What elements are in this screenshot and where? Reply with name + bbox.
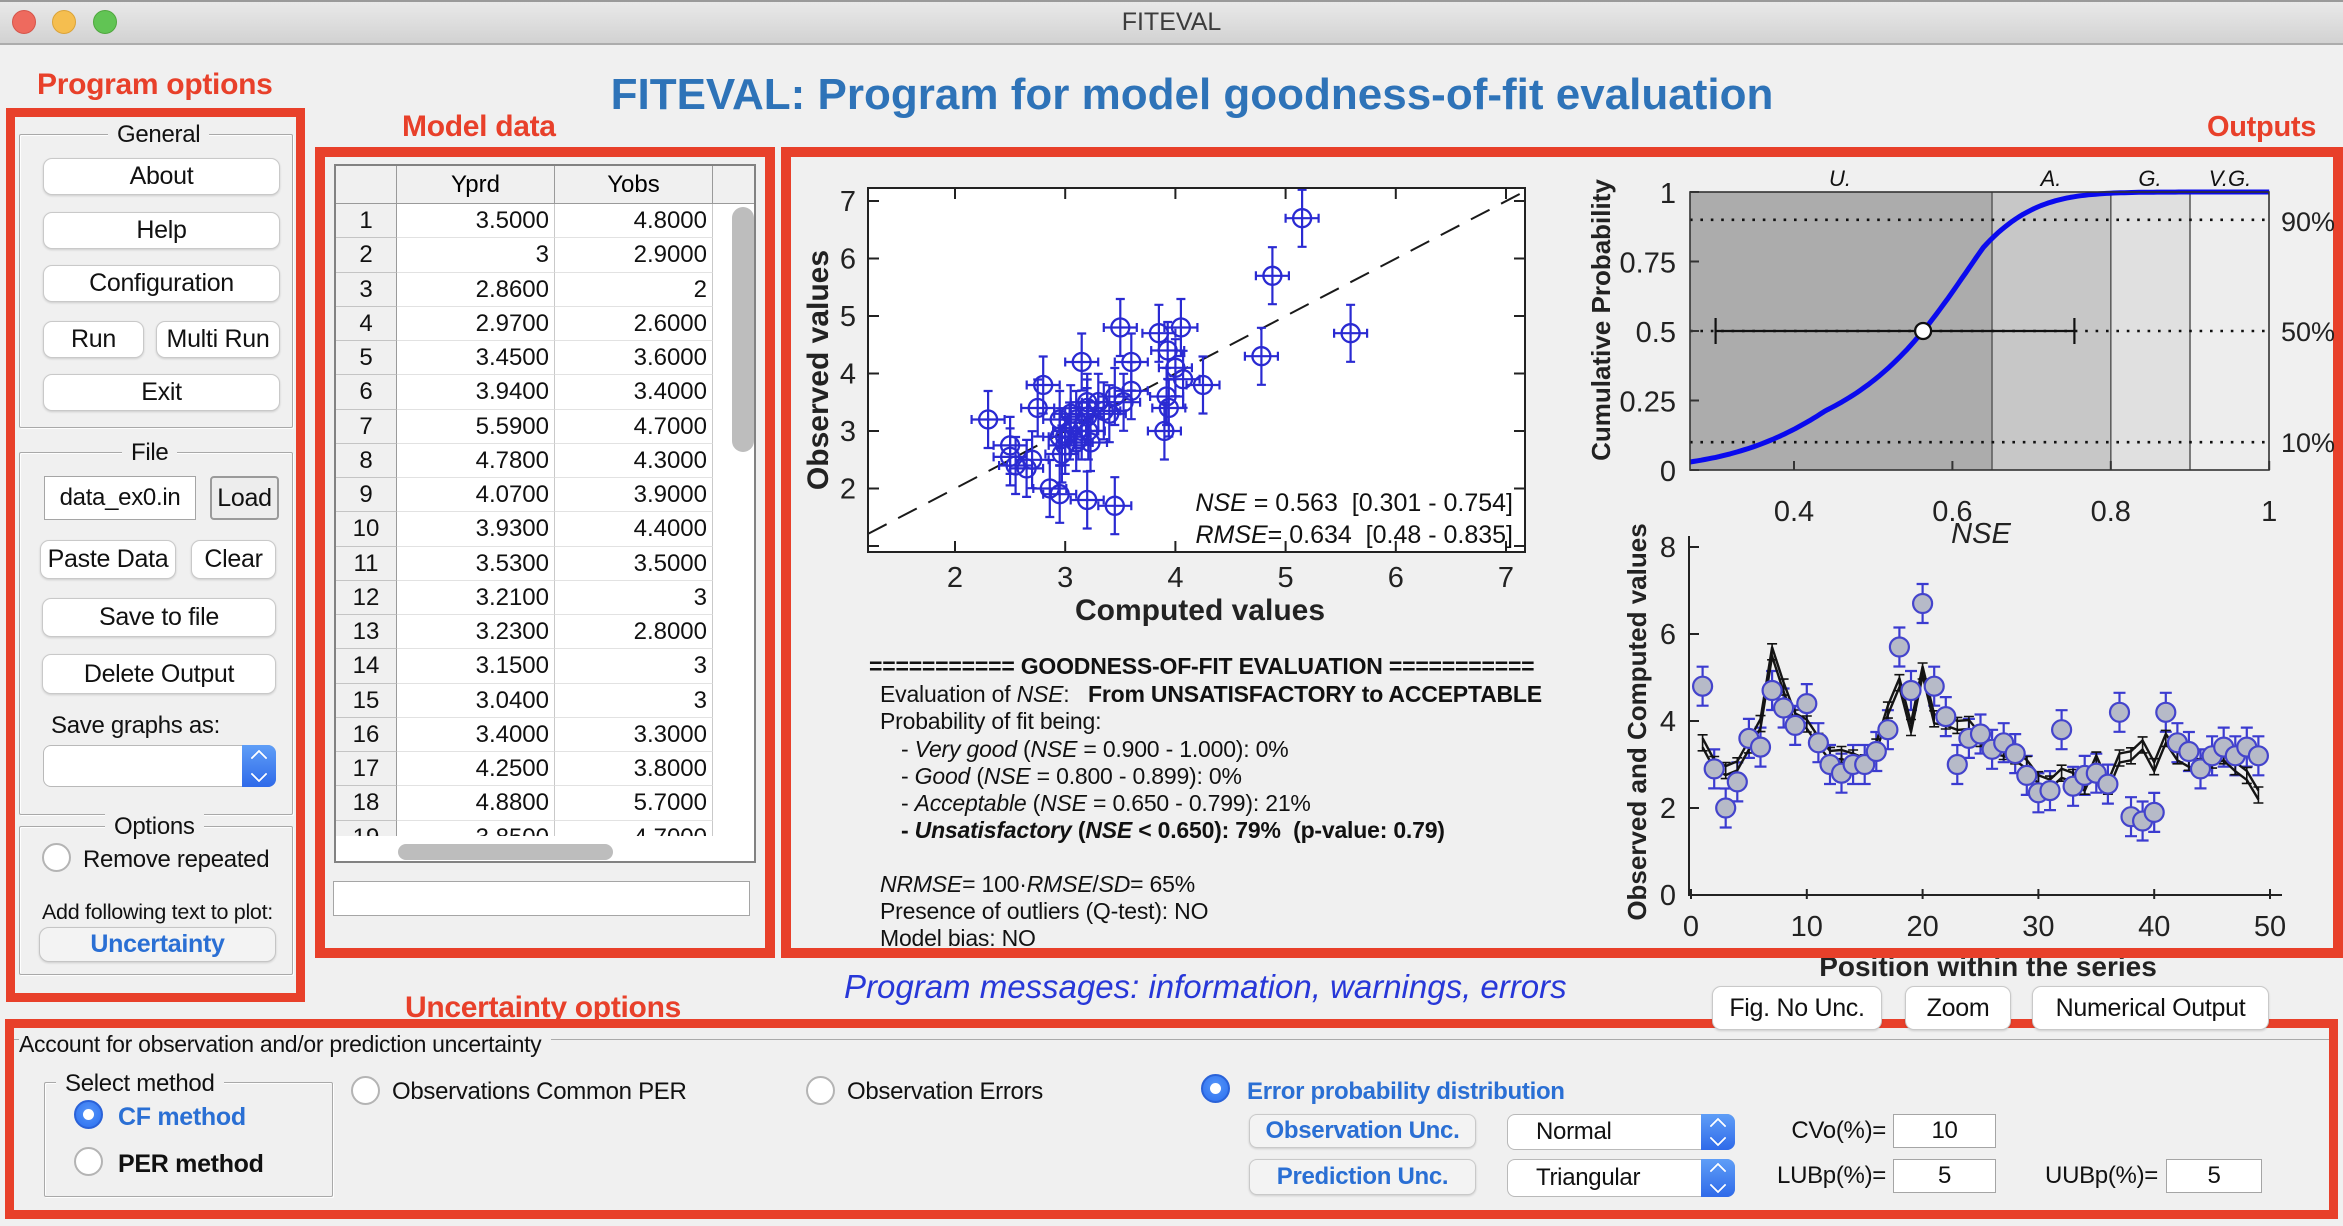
svg-text:0.4: 0.4 — [1774, 496, 1814, 528]
svg-text:4: 4 — [1660, 706, 1676, 738]
svg-text:G.: G. — [2138, 166, 2161, 191]
svg-text:1: 1 — [2261, 496, 2277, 528]
svg-text:0: 0 — [1683, 911, 1699, 943]
svg-text:2: 2 — [1660, 793, 1676, 825]
svg-text:U.: U. — [1829, 166, 1851, 191]
svg-text:6: 6 — [1388, 562, 1404, 594]
svg-text:3: 3 — [1057, 562, 1073, 594]
svg-text:Observed values: Observed values — [802, 250, 835, 490]
svg-text:1: 1 — [1660, 178, 1676, 210]
svg-text:4: 4 — [840, 359, 856, 391]
svg-text:2: 2 — [947, 562, 963, 594]
svg-text:RMSE= 0.634 [0.48 - 0.835]: RMSE= 0.634 [0.48 - 0.835] — [1195, 521, 1513, 549]
svg-text:50: 50 — [2254, 911, 2286, 943]
svg-text:0: 0 — [1660, 456, 1676, 488]
svg-text:90%: 90% — [2281, 207, 2335, 237]
svg-text:0.25: 0.25 — [1620, 387, 1676, 419]
svg-text:4: 4 — [1167, 562, 1183, 594]
svg-text:0.75: 0.75 — [1620, 248, 1676, 280]
svg-text:3: 3 — [840, 416, 856, 448]
svg-text:NSE: NSE — [1951, 518, 2011, 550]
svg-text:5: 5 — [1278, 562, 1294, 594]
svg-text:10: 10 — [1791, 911, 1823, 943]
svg-text:30: 30 — [2022, 911, 2054, 943]
svg-text:0.5: 0.5 — [1636, 317, 1676, 349]
svg-text:A.: A. — [2039, 166, 2062, 191]
svg-text:5: 5 — [840, 301, 856, 333]
svg-text:6: 6 — [840, 244, 856, 276]
svg-text:Cumulative Probability: Cumulative Probability — [1586, 179, 1616, 461]
svg-text:10%: 10% — [2281, 428, 2335, 458]
svg-text:0.8: 0.8 — [2091, 496, 2131, 528]
svg-text:7: 7 — [840, 186, 856, 218]
svg-text:40: 40 — [2138, 911, 2170, 943]
svg-text:2: 2 — [840, 474, 856, 506]
svg-text:V.G.: V.G. — [2209, 166, 2251, 191]
svg-text:Computed values: Computed values — [1075, 594, 1325, 627]
svg-text:8: 8 — [1660, 532, 1676, 564]
svg-text:50%: 50% — [2281, 317, 2335, 347]
svg-text:20: 20 — [1906, 911, 1938, 943]
svg-text:NSE = 0.563 [0.301 - 0.754]: NSE = 0.563 [0.301 - 0.754] — [1195, 489, 1513, 517]
svg-text:Observed and Computed values: Observed and Computed values — [1622, 523, 1652, 920]
svg-text:7: 7 — [1498, 562, 1514, 594]
svg-text:0: 0 — [1660, 880, 1676, 912]
svg-text:6: 6 — [1660, 619, 1676, 651]
svg-text:0.6: 0.6 — [1932, 496, 1972, 528]
